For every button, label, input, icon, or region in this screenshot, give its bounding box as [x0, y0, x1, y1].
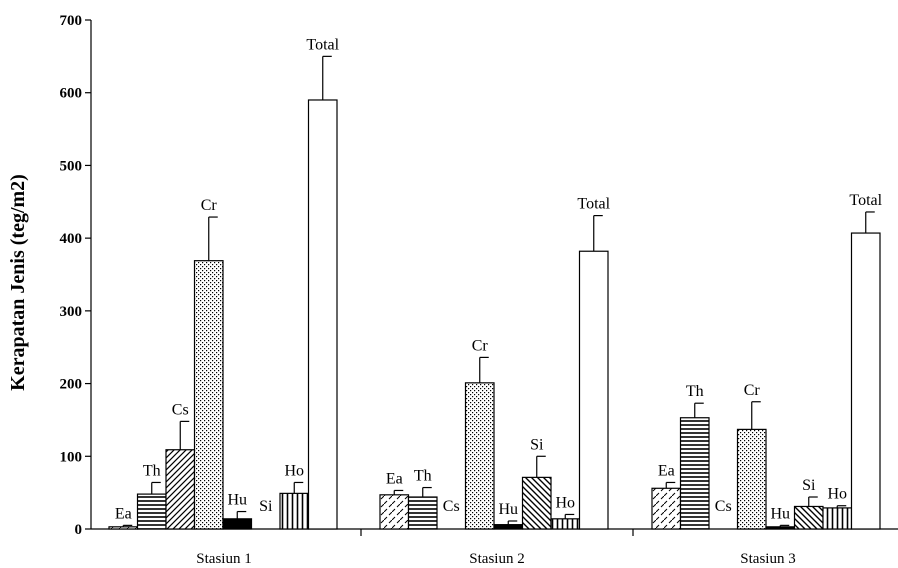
bar-label: Th: [143, 462, 161, 479]
y-tick-label: 0: [75, 522, 83, 538]
y-tick-label: 300: [60, 304, 83, 320]
bar-label: Ho: [827, 486, 847, 503]
bar-hu: [765, 526, 796, 530]
bar-label: Cs: [443, 498, 460, 515]
y-tick-label: 400: [60, 231, 83, 247]
bar-label: Hu: [227, 492, 247, 509]
y-axis-label: Kerapatan Jenis (teg/m2): [7, 174, 29, 391]
bar-ho: [279, 492, 310, 530]
bar-label: Cr: [744, 382, 761, 399]
bar-si: [793, 505, 824, 530]
bar-ea: [379, 494, 410, 530]
bar-ho: [550, 518, 581, 530]
bar-label: Si: [259, 498, 273, 515]
y-tick-label: 200: [60, 377, 83, 393]
bar-label: Ea: [115, 505, 132, 522]
y-tick-label: 100: [60, 449, 83, 465]
bar-label: Cr: [472, 337, 489, 354]
bar-hu: [222, 518, 253, 530]
bar-label: Si: [530, 436, 544, 453]
x-tick-label: Stasiun 2: [469, 551, 524, 567]
bar-total: [850, 232, 881, 530]
x-tick-label: Stasiun 3: [740, 551, 795, 567]
bar-ea: [108, 526, 139, 530]
bar-label: Total: [577, 196, 610, 213]
bar-label: Cs: [715, 498, 732, 515]
bar-label: Cr: [201, 197, 218, 214]
bar-label: Ea: [386, 470, 403, 487]
bar-label: Ho: [555, 494, 575, 511]
bar-total: [578, 250, 609, 530]
y-tick-label: 500: [60, 158, 83, 174]
bar-label: Si: [802, 477, 816, 494]
bar-ho: [822, 507, 853, 530]
bar-ea: [651, 487, 682, 530]
y-tick-label: 700: [60, 13, 83, 29]
bar-label: Hu: [498, 501, 518, 518]
bar-label: Ea: [658, 462, 675, 479]
bar-label: Total: [849, 192, 882, 209]
bar-cr: [736, 428, 767, 530]
bar-total: [307, 99, 338, 530]
bar-label: Cs: [172, 401, 189, 418]
bar-hu: [493, 524, 524, 530]
bar-cr: [464, 382, 495, 530]
y-tick-label: 600: [60, 86, 83, 102]
x-tick-label: Stasiun 1: [196, 551, 251, 567]
bar-th: [407, 496, 438, 530]
bar-label: Hu: [770, 505, 790, 522]
bar-label: Th: [686, 383, 704, 400]
bar-cs: [165, 449, 196, 530]
bar-th: [136, 493, 167, 530]
bar-si: [521, 476, 552, 530]
bar-label: Th: [414, 468, 432, 485]
bar-label: Ho: [284, 462, 304, 479]
bar-label: Total: [306, 36, 339, 53]
bar-cr: [193, 260, 224, 530]
bar-th: [679, 417, 710, 530]
